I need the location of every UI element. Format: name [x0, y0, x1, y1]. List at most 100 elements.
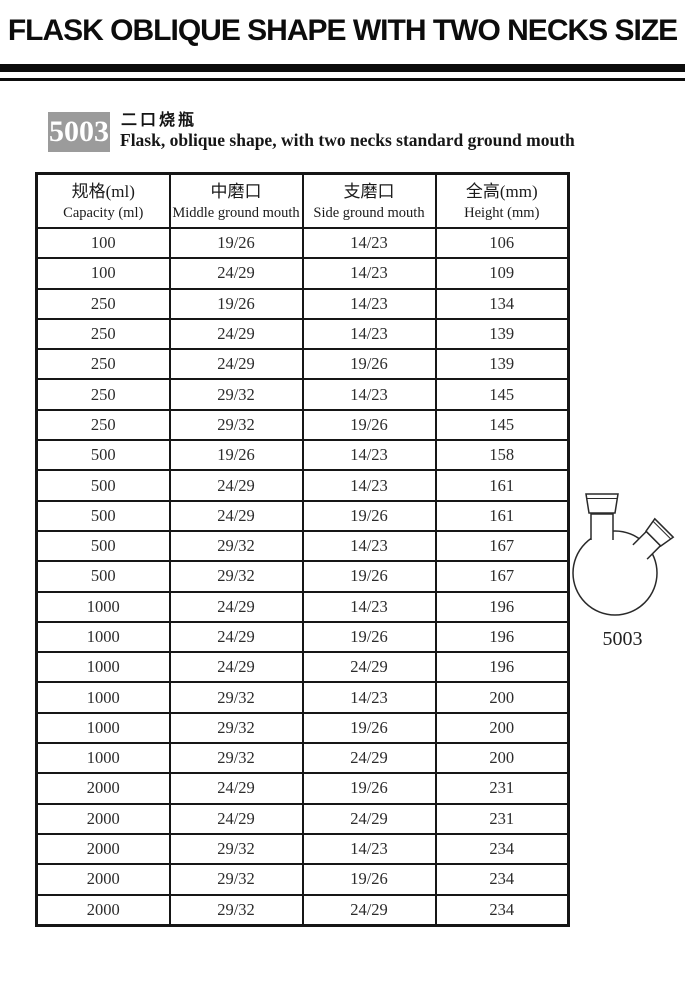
header-row: 规格(ml) Capacity (ml) 中磨口 Middle ground m…: [35, 172, 570, 229]
flask-side-neck-collar: [645, 517, 675, 547]
table-cell: 24/29: [168, 317, 304, 351]
product-name-english: Flask, oblique shape, with two necks sta…: [120, 130, 575, 150]
table-cell: 145: [434, 408, 570, 442]
table-cell: 145: [434, 378, 570, 411]
table-row: 250 29/32 14/23 145: [35, 378, 570, 411]
table-cell: 14/23: [301, 226, 437, 260]
table-cell: 29/32: [168, 711, 304, 745]
table-row: 500 24/29 14/23 161: [35, 469, 570, 502]
product-code-badge: 5003: [48, 112, 110, 152]
table-row: 2000 29/32 19/26 234: [35, 863, 570, 896]
divider-bar-thin: [0, 78, 685, 81]
table-cell: 196: [434, 590, 570, 623]
table-cell: 2000: [35, 832, 171, 866]
table-row: 2000 24/29 19/26 231: [35, 772, 570, 805]
flask-bulb: [572, 530, 658, 616]
table-cell: 24/29: [301, 893, 437, 927]
table-row: 500 19/26 14/23 158: [35, 439, 570, 472]
table-cell: 234: [434, 863, 570, 896]
table-cell: 134: [434, 287, 570, 320]
table-cell: 500: [35, 529, 171, 563]
table-row: 1000 24/29 14/23 196: [35, 590, 570, 623]
table-row: 2000 29/32 14/23 234: [35, 832, 570, 866]
table-row: 100 24/29 14/23 109: [35, 257, 570, 290]
table-cell: 14/23: [301, 378, 437, 411]
table-cell: 200: [434, 711, 570, 745]
table-cell: 500: [35, 439, 171, 472]
table-cell: 250: [35, 378, 171, 411]
table-cell: 1000: [35, 651, 171, 684]
table-cell: 29/32: [168, 832, 304, 866]
table-cell: 19/26: [168, 226, 304, 260]
table-row: 100 19/26 14/23 106: [35, 226, 570, 260]
column-header-side-mouth-zh: 支磨口: [343, 182, 395, 201]
table-cell: 19/26: [301, 620, 437, 654]
table-cell: 250: [35, 408, 171, 442]
table-cell: 19/26: [301, 408, 437, 442]
table-cell: 161: [434, 499, 570, 532]
table-cell: 2000: [35, 802, 171, 835]
table-cell: 200: [434, 742, 570, 775]
table-cell: 250: [35, 317, 171, 351]
table-cell: 231: [434, 772, 570, 805]
column-header-height: 全高(mm) Height (mm): [434, 172, 570, 229]
table-cell: 24/29: [168, 620, 304, 654]
table-cell: 14/23: [301, 529, 437, 563]
column-header-height-zh: 全高(mm): [465, 182, 538, 201]
table-cell: 14/23: [301, 832, 437, 866]
flask-illustration: [572, 493, 675, 616]
table-cell: 24/29: [168, 772, 304, 805]
table-cell: 196: [434, 651, 570, 684]
column-header-height-en: Height (mm): [464, 205, 540, 221]
table-cell: 24/29: [301, 802, 437, 835]
table-cell: 234: [434, 893, 570, 927]
table-cell: 196: [434, 620, 570, 654]
table-row: 1000 29/32 14/23 200: [35, 681, 570, 714]
flask-side-neck-rim: [653, 521, 671, 539]
table-row: 1000 29/32 24/29 200: [35, 742, 570, 775]
flask-middle-neck-collar: [585, 493, 619, 514]
table-cell: 24/29: [168, 499, 304, 532]
table-cell: 1000: [35, 742, 171, 775]
table-cell: 500: [35, 469, 171, 502]
table-cell: 14/23: [301, 681, 437, 714]
table-cell: 29/32: [168, 378, 304, 411]
figure-label: 5003: [602, 628, 643, 650]
table-cell: 29/32: [168, 529, 304, 563]
table-cell: 500: [35, 560, 171, 593]
table-cell: 200: [434, 681, 570, 714]
spec-table: 规格(ml) Capacity (ml) 中磨口 Middle ground m…: [35, 172, 570, 927]
table-cell: 14/23: [301, 439, 437, 472]
table-cell: 250: [35, 348, 171, 381]
table-cell: 24/29: [168, 651, 304, 684]
flask-figure-svg: [572, 493, 675, 616]
table-cell: 100: [35, 226, 171, 260]
column-header-side-mouth: 支磨口 Side ground mouth: [301, 172, 437, 229]
table-cell: 14/23: [301, 257, 437, 290]
table-cell: 250: [35, 287, 171, 320]
table-cell: 2000: [35, 772, 171, 805]
table-row: 250 24/29 19/26 139: [35, 348, 570, 381]
table-cell: 19/26: [301, 560, 437, 593]
table-cell: 29/32: [168, 893, 304, 927]
table-cell: 29/32: [168, 681, 304, 714]
table-cell: 14/23: [301, 317, 437, 351]
table-cell: 29/32: [168, 742, 304, 775]
table-cell: 109: [434, 257, 570, 290]
table-cell: 500: [35, 499, 171, 532]
table-cell: 19/26: [301, 772, 437, 805]
table-row: 2000 29/32 24/29 234: [35, 893, 570, 927]
table-cell: 234: [434, 832, 570, 866]
table-cell: 1000: [35, 681, 171, 714]
table-row: 250 24/29 14/23 139: [35, 317, 570, 351]
table-row: 2000 24/29 24/29 231: [35, 802, 570, 835]
table-row: 1000 24/29 19/26 196: [35, 620, 570, 654]
table-row: 1000 24/29 24/29 196: [35, 651, 570, 684]
column-header-capacity: 规格(ml) Capacity (ml): [35, 172, 171, 229]
table-cell: 2000: [35, 893, 171, 927]
divider-bar-thick: [0, 64, 685, 72]
column-header-middle-mouth-en: Middle ground mouth: [172, 205, 300, 221]
table-row: 250 29/32 19/26 145: [35, 408, 570, 442]
table-cell: 29/32: [168, 863, 304, 896]
